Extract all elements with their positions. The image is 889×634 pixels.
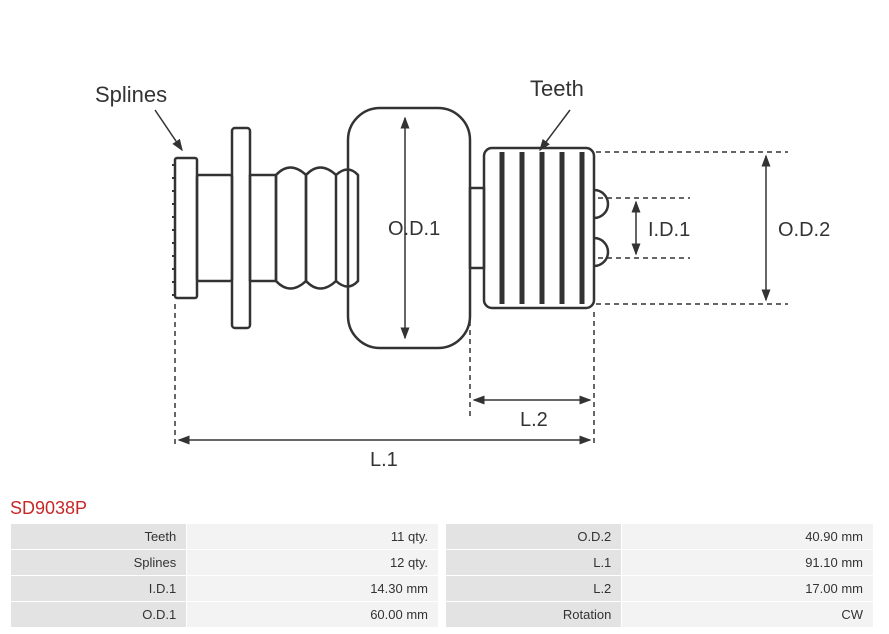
diagram: Splines Teeth O.D.1 O.D.2 I.D.1 L.2 L.1 [0,0,889,495]
label-l2: L.2 [520,409,548,431]
label-teeth: Teeth [530,76,584,101]
label-l1: L.1 [370,449,398,471]
spec-label: O.D.2 [446,524,621,549]
spec-label: O.D.1 [11,602,186,627]
spec-table-right: O.D.240.90 mm L.191.10 mm L.217.00 mm Ro… [445,523,874,628]
table-row: Splines12 qty. [11,550,438,575]
label-od1: O.D.1 [388,218,440,240]
spec-value: 12 qty. [187,550,438,575]
label-od2: O.D.2 [778,219,830,241]
label-id1: I.D.1 [648,219,690,241]
spec-value: 11 qty. [187,524,438,549]
table-row: L.191.10 mm [446,550,873,575]
spec-label: L.2 [446,576,621,601]
spec-label: Teeth [11,524,186,549]
spec-tables: Teeth11 qty. Splines12 qty. I.D.114.30 m… [10,523,874,628]
spec-value: 60.00 mm [187,602,438,627]
label-splines: Splines [95,82,167,107]
table-row: O.D.240.90 mm [446,524,873,549]
table-row: L.217.00 mm [446,576,873,601]
spec-value: 17.00 mm [622,576,873,601]
table-row: Teeth11 qty. [11,524,438,549]
spec-table-left: Teeth11 qty. Splines12 qty. I.D.114.30 m… [10,523,439,628]
spec-value: 40.90 mm [622,524,873,549]
spec-label: Splines [11,550,186,575]
part-number: SD9038P [10,498,87,519]
spec-value: CW [622,602,873,627]
spec-value: 14.30 mm [187,576,438,601]
spec-label: I.D.1 [11,576,186,601]
table-row: O.D.160.00 mm [11,602,438,627]
spec-label: L.1 [446,550,621,575]
table-row: RotationCW [446,602,873,627]
spec-label: Rotation [446,602,621,627]
spec-value: 91.10 mm [622,550,873,575]
table-row: I.D.114.30 mm [11,576,438,601]
